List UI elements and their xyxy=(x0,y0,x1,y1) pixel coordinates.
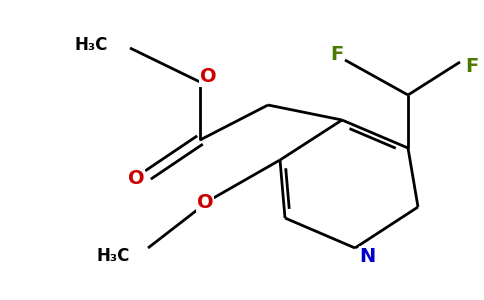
Text: H₃C: H₃C xyxy=(97,247,130,265)
Text: F: F xyxy=(466,58,479,76)
Text: O: O xyxy=(128,169,144,188)
Text: O: O xyxy=(197,193,213,211)
Text: N: N xyxy=(359,247,375,266)
Text: F: F xyxy=(331,46,344,64)
Text: O: O xyxy=(200,68,216,86)
Text: H₃C: H₃C xyxy=(75,36,108,54)
